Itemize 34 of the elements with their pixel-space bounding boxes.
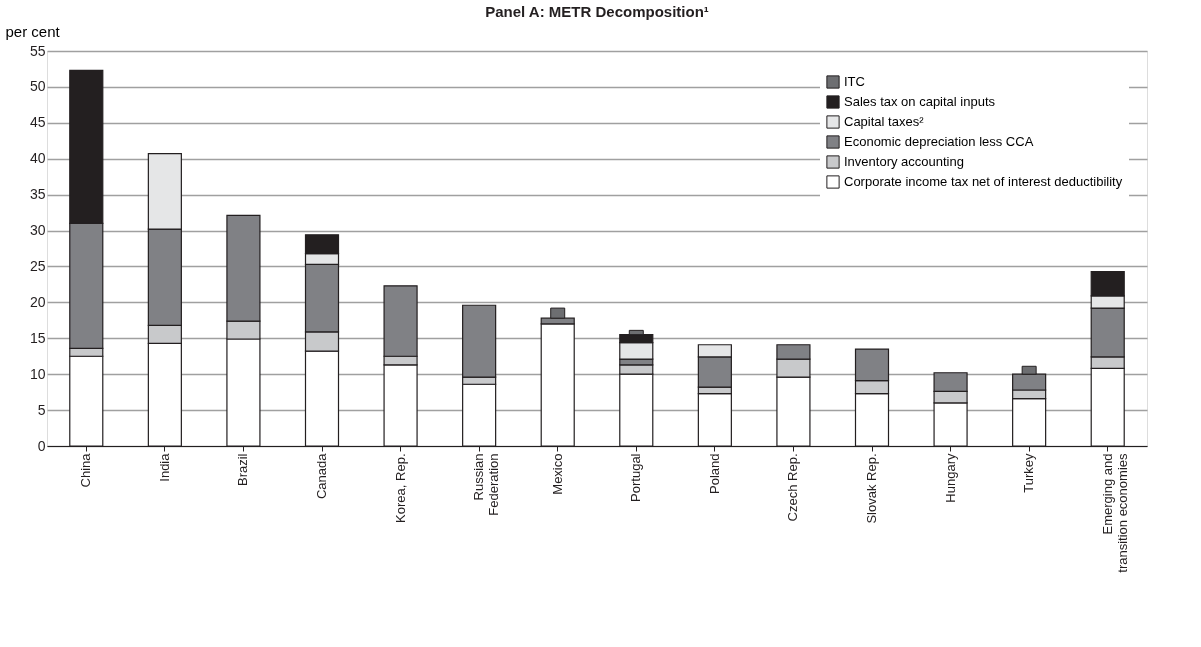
x-tick-label: Portugal (628, 453, 644, 502)
x-tick-label: Korea, Rep. (392, 453, 408, 523)
x-tick-label: India (156, 452, 172, 482)
legend-label: Capital taxes² (844, 114, 925, 129)
y-tick-label: 15 (29, 329, 46, 346)
legend-label: ITC (844, 74, 865, 89)
x-tick-label: Brazil (235, 453, 251, 487)
x-tick-label: Turkey (1021, 453, 1037, 493)
legend-label: Sales tax on capital inputs (844, 94, 996, 109)
y-tick-label: 30 (29, 222, 46, 239)
legend-label: Economic depreciation less CCA (844, 134, 1034, 149)
y-tick-label: 25 (29, 257, 46, 274)
x-tick-label: Emerging and transition economies (1099, 453, 1130, 573)
x-tick-label: Poland (706, 453, 722, 494)
y-tick-label: 45 (29, 114, 46, 131)
x-tick-label: China (78, 452, 94, 488)
x-tick-label: Slovak Rep. (864, 453, 879, 524)
legend-label: Corporate income tax net of interest deductibility (844, 174, 1123, 189)
y-tick-label: 5 (37, 401, 46, 418)
chart-title: Panel A: METR Decomposition¹ (485, 3, 709, 20)
y-tick-label: 50 (29, 78, 46, 95)
x-tick-label: Canada (314, 452, 329, 500)
y-axis-title: per cent (5, 22, 61, 40)
x-tick-label: Czech Rep. (785, 453, 801, 522)
y-tick-label: 20 (29, 293, 46, 310)
y-tick-label: 10 (29, 365, 46, 382)
x-tick-label: Russian Federation (471, 453, 502, 516)
x-tick-label: Hungary (942, 453, 958, 503)
y-tick-label: 40 (29, 150, 46, 167)
y-tick-label: 35 (29, 186, 46, 203)
y-tick-label: 0 (37, 437, 46, 454)
legend-label: Inventory accounting (844, 154, 964, 169)
x-tick-label: Mexico (549, 453, 565, 495)
y-tick-label: 55 (29, 42, 46, 59)
